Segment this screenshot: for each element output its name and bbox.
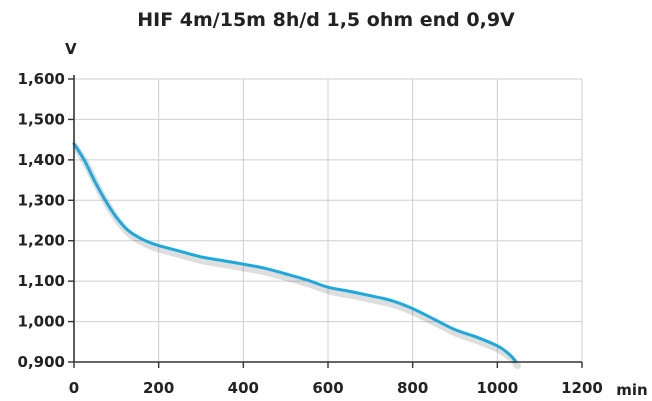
y-axis-label: V: [65, 40, 77, 58]
series-layer: [72, 142, 522, 370]
y-tick-label: 1,200: [18, 232, 65, 250]
y-tick-label: 0,900: [18, 353, 65, 371]
y-tick-label: 1,600: [18, 70, 65, 88]
y-tick-label: 1,500: [18, 110, 65, 128]
chart-title: HIF 4m/15m 8h/d 1,5 ohm end 0,9V: [137, 9, 515, 31]
axes: [73, 75, 582, 363]
y-tick-label: 1,100: [18, 272, 65, 290]
y-tick-label: 1,300: [18, 191, 65, 209]
voltage-series-line: [72, 142, 518, 364]
grid-lines: [74, 78, 583, 362]
x-tick-label: 400: [228, 379, 259, 397]
y-tick-label: 1,000: [18, 313, 65, 331]
series-line-shadow: [72, 144, 522, 370]
x-tick-label: 1200: [561, 379, 603, 397]
x-tick-label: 1000: [476, 379, 518, 397]
x-tick-label: 800: [397, 379, 428, 397]
axis-ticks: [68, 78, 583, 368]
y-tick-label: 1,400: [18, 151, 65, 169]
x-tick-label: 200: [143, 379, 174, 397]
tick-labels: 0,900 1,000 1,100 1,200 1,300 1,400 1,500 1,600…: [18, 70, 603, 397]
x-axis-label: min: [616, 381, 647, 399]
x-tick-label: 600: [312, 379, 343, 397]
x-tick-label: 0: [69, 379, 79, 397]
